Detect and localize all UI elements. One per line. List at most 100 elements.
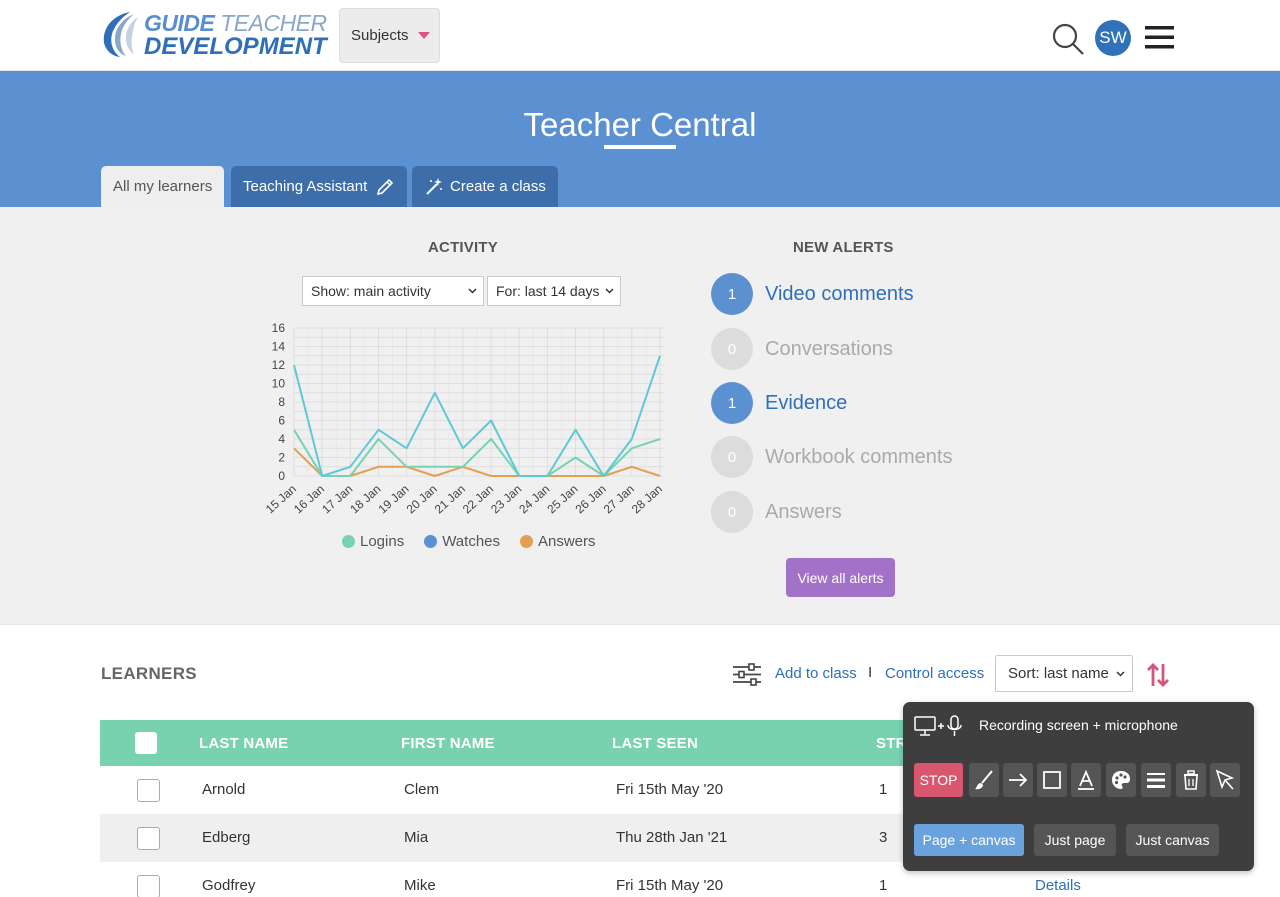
arrow-tool-button[interactable] [1003,763,1033,797]
cell-streak: 1 [879,781,888,798]
x-tick-label: 20 Jan [404,482,440,517]
alert-count-badge: 1 [711,273,753,315]
hamburger-menu-icon[interactable] [1145,25,1174,50]
details-link[interactable]: Details [1035,877,1081,894]
logo[interactable]: GUIDE TEACHER DEVELOPMENT [100,9,327,61]
tab-label: All my learners [113,178,213,195]
y-tick-label: 14 [272,340,286,354]
legend-item-watches[interactable]: Watches [424,533,500,550]
legend-item-logins[interactable]: Logins [342,533,404,550]
stop-recording-button[interactable]: STOP [914,763,963,797]
table-row[interactable]: Godfrey Mike Fri 15th May '20 1 Details [100,862,1180,897]
pointer-tool-button[interactable] [1210,763,1240,797]
view-all-alerts-button[interactable]: View all alerts [786,558,895,597]
rectangle-icon [1043,771,1061,789]
date-range-value: For: last 14 days [496,283,600,299]
row-checkbox[interactable] [137,875,160,897]
logo-text-development: DEVELOPMENT [144,33,327,60]
select-all-checkbox[interactable] [135,732,157,754]
legend-dot-logins [342,535,355,548]
monitor-microphone-icon [914,715,962,736]
column-header-last-name[interactable]: LAST NAME [199,735,289,752]
y-tick-label: 4 [278,432,285,446]
alert-video-comments[interactable]: 1 Video comments [711,273,914,315]
column-header-streak[interactable]: STR [876,735,907,752]
pointer-icon [1215,769,1235,790]
alert-workbook-comments[interactable]: 0 Workbook comments [711,436,952,478]
alert-label: Answers [765,500,842,523]
subjects-label: Subjects [351,27,409,44]
chevron-down-icon [1116,671,1125,677]
cell-last-seen: Thu 28th Jan '21 [616,829,728,846]
x-tick-label: 24 Jan [516,482,552,517]
alerts-title: NEW ALERTS [793,239,894,256]
legend-item-answers[interactable]: Answers [520,533,596,550]
x-tick-label: 15 Jan [263,482,299,517]
alert-count-badge: 1 [711,382,753,424]
table-row[interactable]: Arnold Clem Fri 15th May '20 1 [100,766,1180,814]
column-header-first-name[interactable]: FIRST NAME [401,735,495,752]
alert-count-badge: 0 [711,436,753,478]
x-tick-label: 18 Jan [347,482,383,517]
tab-all-my-learners[interactable]: All my learners [101,166,225,207]
tab-create-a-class[interactable]: Create a class [412,166,558,207]
cell-streak: 1 [879,877,888,894]
mode-page-canvas-button[interactable]: Page + canvas [914,824,1024,856]
sort-direction-icon[interactable] [1146,662,1170,688]
link-separator: I [868,664,873,681]
row-checkbox[interactable] [137,779,160,802]
series-line-logins [293,429,661,477]
user-avatar[interactable]: SW [1095,20,1131,56]
alert-label: Evidence [765,391,848,414]
show-activity-select[interactable]: Show: main activity [302,276,484,306]
cell-last-seen: Fri 15th May '20 [616,877,724,894]
add-to-class-link[interactable]: Add to class [775,665,857,682]
subjects-dropdown[interactable]: Subjects [339,8,440,63]
column-header-last-seen[interactable]: LAST SEEN [612,735,698,752]
recording-status: Recording screen + microphone [979,717,1178,733]
search-icon[interactable] [1051,22,1085,56]
tab-teaching-assistant[interactable]: Teaching Assistant [231,166,408,207]
row-checkbox[interactable] [137,827,160,850]
text-tool-button[interactable] [1071,763,1101,797]
x-tick-label: 27 Jan [601,482,637,517]
rectangle-tool-button[interactable] [1037,763,1067,797]
y-tick-label: 6 [278,414,285,428]
alert-label: Video comments [765,282,914,305]
color-tool-button[interactable] [1106,763,1136,797]
cell-first-name: Mia [404,829,429,846]
y-tick-label: 16 [272,321,286,335]
line-width-tool-button[interactable] [1141,763,1171,797]
x-tick-label: 21 Jan [432,482,468,517]
alert-evidence[interactable]: 1 Evidence [711,382,847,424]
brush-tool-button[interactable] [969,763,999,797]
page-title: Teacher Central [523,106,757,143]
y-tick-label: 0 [278,469,285,483]
clear-drawing-button[interactable] [1176,763,1206,797]
chart-legend: Logins Watches Answers [342,533,596,550]
legend-dot-watches [424,535,438,548]
legend-label: Watches [442,533,500,550]
x-tick-label: 16 Jan [291,482,327,517]
alert-conversations[interactable]: 0 Conversations [711,328,893,370]
filter-sliders-icon[interactable] [732,662,762,687]
tab-label: Teaching Assistant [243,178,368,195]
palette-icon [1112,771,1130,789]
tab-label: Create a class [450,178,546,195]
y-tick-label: 8 [278,395,285,409]
pencil-icon [375,177,395,197]
activity-title: ACTIVITY [428,239,498,256]
x-tick-label: 28 Jan [629,482,665,517]
screen-recorder-panel: Recording screen + microphone STOP Page … [903,702,1254,871]
cell-first-name: Mike [404,877,436,894]
date-range-select[interactable]: For: last 14 days [487,276,621,306]
alert-answers[interactable]: 0 Answers [711,491,842,533]
cell-last-name: Arnold [202,781,246,798]
mode-just-canvas-button[interactable]: Just canvas [1126,824,1219,856]
sort-select[interactable]: Sort: last name [995,655,1133,692]
mode-just-page-button[interactable]: Just page [1034,824,1116,856]
control-access-link[interactable]: Control access [885,665,985,682]
cell-last-seen: Fri 15th May '20 [616,781,724,798]
arrow-icon [1009,773,1028,787]
y-tick-label: 2 [278,451,285,465]
